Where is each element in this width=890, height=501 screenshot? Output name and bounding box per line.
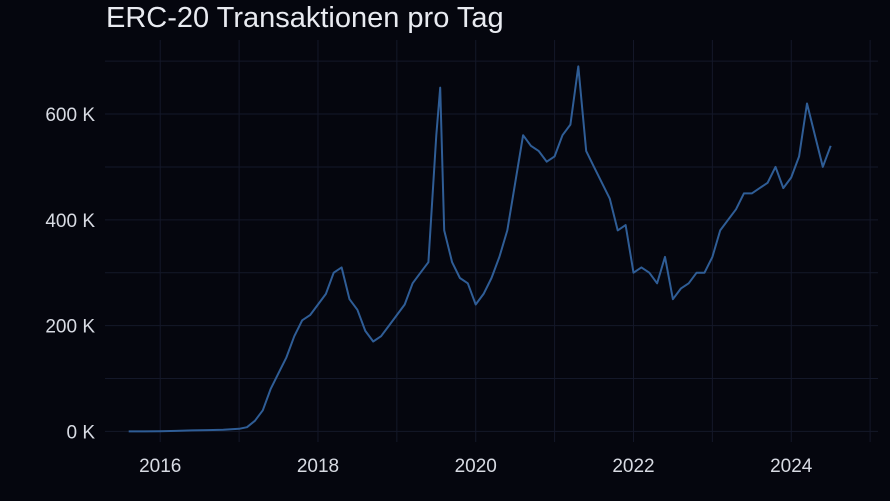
grid xyxy=(105,40,878,442)
chart-title: ERC-20 Transaktionen pro Tag xyxy=(106,2,504,34)
y-tick-label: 400 K xyxy=(45,211,95,232)
x-tick-label: 2022 xyxy=(612,456,654,477)
tick-labels: 0 K 200 K 400 K 600 K 2016 2018 2020 2022 2024 xyxy=(45,105,812,477)
x-tick-label: 2016 xyxy=(139,456,181,477)
series-layer xyxy=(128,65,832,433)
series-line xyxy=(128,65,832,433)
y-tick-label: 600 K xyxy=(45,105,95,126)
x-tick-label: 2020 xyxy=(455,456,497,477)
x-tick-label: 2024 xyxy=(770,456,813,477)
y-tick-label: 200 K xyxy=(45,317,95,338)
y-tick-label: 0 K xyxy=(66,422,95,443)
x-tick-label: 2018 xyxy=(297,456,339,477)
